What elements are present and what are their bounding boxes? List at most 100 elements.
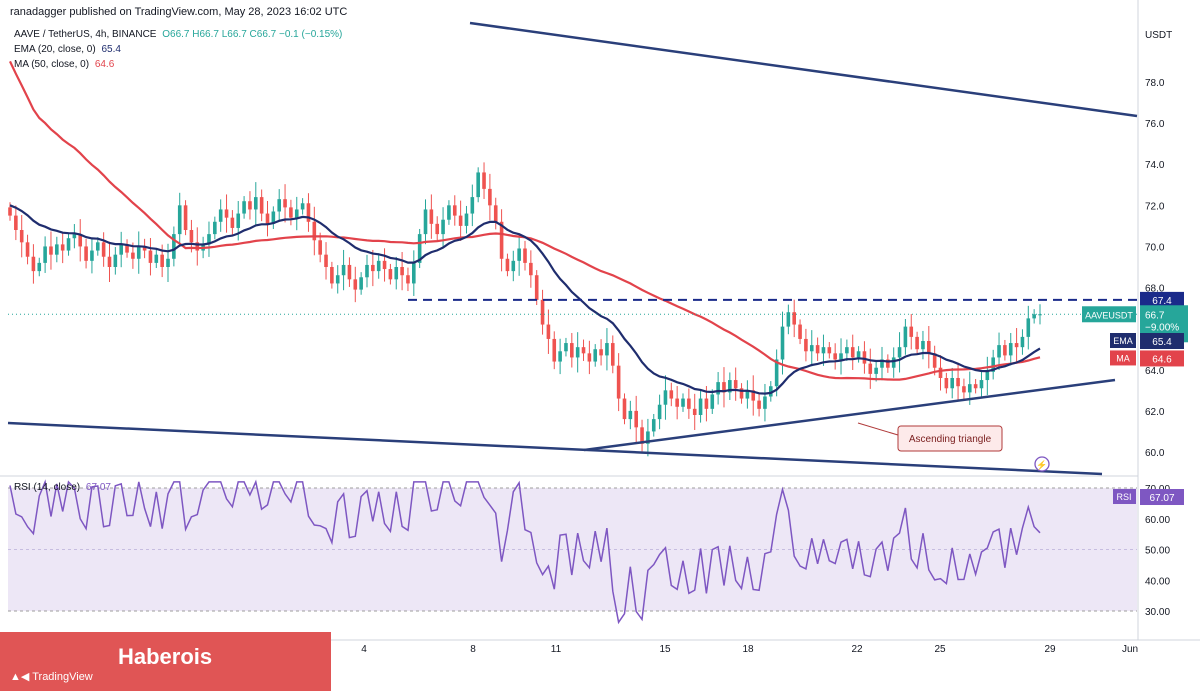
x-tick-label: 11 bbox=[551, 644, 562, 655]
candle-body bbox=[628, 410, 633, 420]
candle-body bbox=[593, 349, 598, 362]
candle-body bbox=[78, 234, 83, 247]
candle-body bbox=[359, 277, 363, 290]
upper-trendline bbox=[469, 21, 1138, 118]
candle-body bbox=[183, 205, 188, 230]
ma-tag: MA bbox=[1116, 353, 1130, 363]
candle-body bbox=[236, 213, 241, 228]
candle-body bbox=[1026, 318, 1031, 337]
candle-body bbox=[505, 258, 510, 272]
candle-body bbox=[967, 384, 972, 393]
candle-body bbox=[417, 234, 422, 263]
rsi-tick-label: 60.00 bbox=[1145, 515, 1170, 526]
x-tick-label: Jun bbox=[1122, 644, 1138, 655]
candle-body bbox=[476, 172, 480, 198]
legend-ma-row: MA (50, close, 0) 64.6 bbox=[14, 59, 114, 70]
annotation-pointer bbox=[857, 422, 899, 436]
candle-body bbox=[312, 221, 317, 241]
candle-body bbox=[991, 357, 995, 372]
candle-body bbox=[886, 359, 890, 368]
rsi-tag: RSI bbox=[1116, 492, 1131, 502]
legend-ema-value: 65.4 bbox=[101, 44, 121, 55]
price-unit-label: USDT bbox=[1145, 30, 1172, 41]
candle-body bbox=[488, 188, 492, 206]
candle-body bbox=[277, 199, 282, 212]
candle-body bbox=[973, 384, 978, 389]
candle-body bbox=[353, 279, 358, 290]
candle-body bbox=[318, 240, 322, 255]
candle-body bbox=[347, 264, 352, 280]
candle-body bbox=[651, 419, 656, 432]
candle-body bbox=[289, 207, 293, 218]
candle-body bbox=[751, 390, 756, 401]
candle-body bbox=[739, 388, 744, 399]
event-marker-glyph: ⚡ bbox=[1036, 459, 1047, 471]
last-price-value: 66.7 bbox=[1145, 310, 1165, 321]
candle-body bbox=[669, 390, 674, 399]
candle-body bbox=[874, 367, 878, 374]
candle-body bbox=[698, 398, 703, 415]
candle-body bbox=[107, 256, 112, 267]
candle-body bbox=[511, 260, 516, 272]
resistance-price-tag-bg bbox=[1140, 291, 1184, 308]
legend-ma-label: MA (50, close, 0) bbox=[14, 59, 90, 70]
candle-body bbox=[1032, 314, 1036, 319]
candle-body bbox=[84, 246, 88, 261]
candle-body bbox=[230, 217, 235, 228]
candle-body bbox=[37, 262, 42, 272]
x-tick-label: 22 bbox=[851, 644, 863, 655]
candle-body bbox=[177, 205, 182, 235]
candle-body bbox=[101, 242, 106, 257]
candle-body bbox=[464, 213, 469, 226]
ema-price-tag-bg bbox=[1140, 333, 1184, 349]
symbol-tag: AAVEUSDT bbox=[1085, 310, 1133, 320]
candle-body bbox=[646, 431, 650, 444]
candle-body bbox=[786, 312, 791, 327]
ema-price-tag: 65.4 bbox=[1152, 337, 1172, 348]
annotation-text: Ascending triangle bbox=[909, 434, 992, 445]
candle-body bbox=[1020, 336, 1025, 348]
candle-body bbox=[213, 221, 217, 235]
candle-body bbox=[136, 246, 141, 259]
y-tick-label: 72.0 bbox=[1145, 201, 1165, 212]
candle-body bbox=[25, 242, 30, 257]
candle-body bbox=[552, 338, 557, 362]
legend-rsi-label: RSI (14, close) bbox=[14, 482, 81, 493]
candle-body bbox=[634, 410, 638, 428]
candle-body bbox=[716, 382, 720, 395]
candle-body bbox=[259, 197, 264, 214]
candle-body bbox=[365, 264, 369, 278]
candle-body bbox=[242, 201, 246, 214]
candle-body bbox=[722, 382, 726, 393]
x-tick-label: 18 bbox=[742, 644, 754, 655]
candle-body bbox=[224, 209, 229, 218]
candle-body bbox=[587, 353, 592, 362]
candle-body bbox=[985, 371, 990, 381]
candle-body bbox=[66, 238, 71, 251]
candle-body bbox=[575, 347, 580, 358]
candle-body bbox=[31, 256, 36, 272]
ema-tag-bg bbox=[1110, 333, 1136, 348]
candle-body bbox=[564, 343, 568, 352]
y-tick-label: 78.0 bbox=[1145, 78, 1165, 89]
lower-trendline bbox=[7, 421, 1103, 476]
candle-body bbox=[324, 254, 328, 267]
candle-body bbox=[687, 398, 691, 409]
candle-body bbox=[827, 347, 832, 354]
candle-body bbox=[271, 211, 276, 224]
candle-body bbox=[675, 398, 679, 407]
candle-body bbox=[1003, 345, 1007, 356]
candle-body bbox=[768, 386, 773, 397]
candle-body bbox=[43, 246, 47, 263]
candle-body bbox=[529, 262, 533, 276]
annotation-box bbox=[897, 425, 1003, 452]
candle-body bbox=[423, 209, 428, 235]
candle-body bbox=[142, 246, 147, 251]
candle-body bbox=[60, 244, 65, 251]
candle-body bbox=[657, 404, 662, 420]
candle-body bbox=[207, 234, 211, 245]
candle-body bbox=[815, 345, 820, 354]
y-tick-label: 68.0 bbox=[1145, 284, 1165, 295]
candle-body bbox=[804, 338, 808, 352]
